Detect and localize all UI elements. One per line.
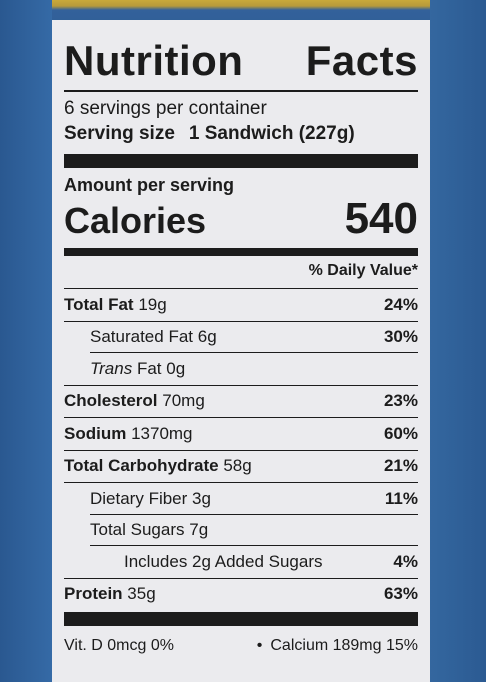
nutrient-name-italic: Trans <box>90 358 133 378</box>
nutrient-row-sodium: Sodium 1370mg 60% <box>64 418 418 451</box>
nutrient-dv: 23% <box>383 391 418 411</box>
nutrient-row-total-fat: Total Fat 19g 24% <box>64 289 418 322</box>
nutrient-name: Total Carbohydrate <box>64 456 219 476</box>
daily-value-header: % Daily Value* <box>64 260 418 289</box>
nutrient-name: Dietary Fiber <box>90 488 188 508</box>
bottom-thick-divider <box>64 612 418 626</box>
servings-per-container: 6 servings per container <box>64 98 267 119</box>
nutrient-amount: 19g <box>138 294 167 314</box>
nutrient-amount: 7g <box>189 520 209 540</box>
thick-divider <box>64 154 418 168</box>
calories-label: Calories <box>64 200 207 241</box>
label-title: Nutrition Facts <box>64 38 418 84</box>
nutrient-row-cholesterol: Cholesterol 70mg 23% <box>64 386 418 418</box>
vitamins-row: Vit. D 0mcg 0% • Calcium 189mg 15% <box>64 632 418 660</box>
nutrition-facts-label: Nutrition Facts 6 servings per container… <box>52 20 430 682</box>
nutrient-name: Total Sugars <box>90 520 185 540</box>
nutrient-row-total-sugars: Total Sugars 7g <box>64 515 418 547</box>
amount-per-serving: Amount per serving <box>64 175 235 195</box>
medium-divider <box>64 248 418 256</box>
bullet-icon: • <box>256 637 263 654</box>
title-rule <box>64 90 418 92</box>
nutrient-name: Total Fat <box>64 294 134 314</box>
nutrient-amount: 1370mg <box>131 423 193 443</box>
nutrient-row-saturated-fat: Saturated Fat 6g 30% <box>64 322 418 354</box>
nutrient-row-protein: Protein 35g 63% <box>64 579 418 611</box>
nutrient-amount: 70mg <box>162 391 205 411</box>
nutrient-dv: 60% <box>383 423 418 443</box>
nutrient-name: Protein <box>64 584 123 604</box>
nutrient-dv: 4% <box>393 551 418 571</box>
nutrient-name: Saturated Fat <box>90 327 194 347</box>
title-facts: Facts <box>305 37 418 84</box>
nutrient-dv: 30% <box>383 327 418 347</box>
serving-size-label: Serving size <box>64 123 175 144</box>
box-right-panel <box>430 0 486 682</box>
nutrient-dv: 11% <box>384 488 418 508</box>
calcium: Calcium 189mg 15% <box>270 637 418 654</box>
nutrient-amount: 3g <box>192 488 211 508</box>
nutrient-dv: 24% <box>383 294 418 314</box>
nutrient-dv: 21% <box>383 456 418 476</box>
nutrient-row-added-sugars: Includes 2g Added Sugars 4% <box>64 546 418 579</box>
nutrient-amount: 35g <box>127 584 156 604</box>
nutrient-name: Cholesterol <box>64 391 158 411</box>
title-nutrition: Nutrition <box>64 37 244 84</box>
nutrient-amount: 0g <box>166 358 186 378</box>
calories-value: 540 <box>344 194 418 243</box>
box-left-panel <box>0 0 52 682</box>
serving-size: Serving size 1 Sandwich (227g) <box>64 122 418 146</box>
nutrient-amount: 6g <box>197 327 217 347</box>
nutrient-row-dietary-fiber: Dietary Fiber 3g 11% <box>64 483 418 515</box>
vitamin-d: Vit. D 0mcg 0% <box>64 637 174 654</box>
calories-row: Calories 540 <box>64 196 418 242</box>
serving-size-value: 1 Sandwich (227g) <box>188 123 355 144</box>
nutrient-row-trans-fat: Trans Fat 0g <box>64 353 418 386</box>
nutrient-name: Includes 2g Added Sugars <box>124 551 323 571</box>
nutrient-name: Fat <box>136 358 162 378</box>
nutrient-row-total-carbohydrate: Total Carbohydrate 58g 21% <box>64 451 418 483</box>
nutrient-name: Sodium <box>64 423 127 443</box>
nutrient-amount: 58g <box>223 456 252 476</box>
nutrient-dv: 63% <box>383 584 418 604</box>
